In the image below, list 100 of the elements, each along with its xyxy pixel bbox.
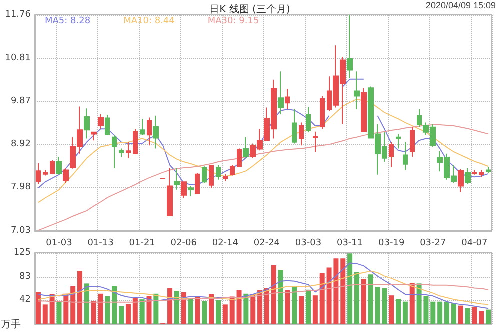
bar [396, 299, 402, 324]
bar [146, 296, 152, 324]
candlestick [417, 109, 422, 128]
y-tick-label: 8.92 [10, 140, 31, 150]
candlestick [458, 168, 464, 193]
candlestick [472, 170, 477, 176]
candlestick [126, 142, 131, 159]
candlestick [43, 170, 48, 176]
candlestick [320, 96, 325, 130]
bar [410, 283, 415, 324]
candlestick [389, 142, 394, 168]
candlestick [299, 122, 304, 146]
candlestick [84, 108, 90, 140]
y-tick-label: 83 [20, 272, 31, 282]
bar [132, 298, 138, 324]
bar [230, 296, 235, 324]
candlestick [396, 134, 401, 150]
candlestick [105, 114, 110, 136]
bar [444, 302, 450, 324]
text: MA10: 8.44 [124, 16, 176, 26]
x-tick-label: 03-27 [420, 238, 446, 248]
bar [154, 294, 159, 324]
y-tick-label: 10.81 [5, 53, 31, 64]
bar [472, 306, 478, 324]
line-series [38, 262, 490, 310]
bar [312, 296, 318, 324]
x-tick-label: 03-11 [336, 238, 364, 248]
candlestick [306, 106, 311, 133]
bar [36, 292, 41, 324]
candlestick [216, 164, 221, 180]
bar [84, 284, 90, 324]
candlestick [119, 148, 124, 158]
candlestick [479, 170, 484, 178]
y-tick-label: 125 [14, 248, 31, 258]
text: 2020/04/09 15:09 [426, 0, 496, 10]
bar [348, 254, 353, 324]
bar [105, 296, 110, 324]
candlestick [278, 71, 284, 116]
candlestick [243, 136, 249, 158]
bar [188, 299, 194, 324]
candlestick [313, 131, 318, 152]
bar [181, 292, 186, 324]
bar [458, 306, 464, 324]
y-axis-title: 万手 [1, 318, 21, 330]
candlestick [195, 172, 200, 195]
bar [389, 296, 394, 324]
bar [430, 302, 436, 324]
bar [306, 290, 312, 324]
bar [126, 304, 131, 324]
candlestick [147, 117, 152, 146]
candlestick [237, 148, 242, 168]
candlestick [410, 126, 415, 158]
candlestick [285, 88, 290, 110]
bar [402, 302, 408, 324]
candlestick [153, 115, 159, 150]
x-tick-label: 03-03 [295, 238, 322, 248]
bar [174, 291, 180, 324]
candlestick [91, 131, 97, 142]
bar [209, 294, 214, 324]
y-tick-label: 9.87 [10, 96, 31, 106]
chart-title: 日K 线图 (三个月) [210, 4, 290, 16]
x-tick-label: 01-03 [46, 238, 72, 248]
bar [78, 271, 83, 324]
candlestick [133, 128, 138, 155]
candlestick [361, 88, 367, 133]
bar [216, 300, 221, 324]
line-series [38, 98, 490, 204]
x-tick-label: 02-14 [212, 238, 239, 248]
x-tick-label: 01-21 [129, 238, 156, 248]
candlestick [167, 168, 173, 216]
text: MA5: 8.28 [45, 16, 91, 26]
bar [56, 302, 62, 324]
bar [236, 290, 242, 324]
bar [486, 310, 492, 324]
x-tick-label: 01-13 [88, 238, 114, 248]
bar [244, 294, 249, 324]
bar [112, 286, 118, 324]
candlestick [347, 14, 353, 79]
bar [70, 286, 76, 324]
candlestick [56, 156, 62, 176]
bar [465, 308, 470, 324]
bar [368, 274, 374, 324]
y-tick-label: 11.76 [5, 10, 32, 20]
candlestick [486, 166, 491, 174]
bar [354, 272, 360, 324]
x-tick-label: 02-24 [254, 238, 280, 248]
bar [195, 296, 200, 324]
bar [202, 301, 208, 324]
candlestick [63, 168, 69, 184]
candlestick [403, 142, 408, 171]
bar [271, 265, 276, 324]
x-tick-label: 04-07 [462, 238, 488, 248]
bar [222, 304, 228, 324]
bar [451, 304, 456, 324]
bar [479, 312, 484, 324]
candlestick [188, 186, 194, 197]
bar [438, 302, 443, 324]
bar [278, 270, 284, 324]
candlestick [50, 160, 55, 175]
bar [50, 294, 55, 324]
